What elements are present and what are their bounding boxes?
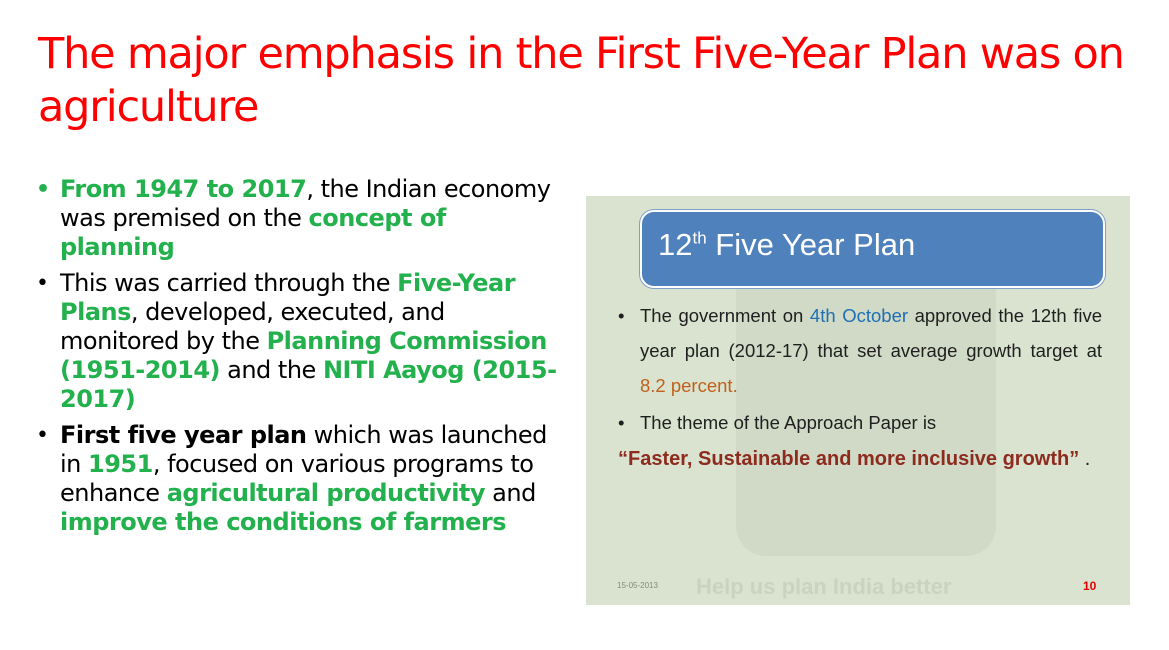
plan-date: 4th October	[809, 305, 909, 326]
plan-header-title: 12th Five Year Plan	[658, 227, 915, 263]
plan-theme-quote: “Faster, Sustainable and more inclusive …	[618, 442, 1102, 477]
header-rest: Five Year Plan	[706, 227, 916, 262]
quote-end: .	[1079, 448, 1091, 470]
bullet-list: • From 1947 to 2017, the Indian economy …	[36, 175, 561, 544]
header-superscript: th	[692, 228, 707, 248]
plan-text: The government on	[640, 305, 810, 326]
body-text: , developed, executed, and monitored by …	[60, 298, 445, 355]
body-text: This was carried through the	[60, 269, 398, 297]
page-number: 10	[1083, 579, 1097, 593]
body-text: , the Indian economy was premised on the	[60, 175, 551, 232]
bullet-marker: •	[618, 305, 625, 326]
highlight-text: 1951	[88, 450, 153, 478]
highlight-text: agricultural productivity	[166, 479, 486, 507]
body-text: which was launched in	[60, 421, 547, 478]
footer-date: 15-05-2013	[617, 581, 658, 590]
watermark-logo	[736, 256, 996, 556]
bullet-marker: •	[618, 412, 625, 433]
plan-bullet-item: • The government on 4th October approved …	[614, 298, 1102, 403]
bullet-item: • First five year plan which was launche…	[36, 421, 561, 537]
highlight-text: improve the conditions of farmers	[60, 508, 507, 536]
plan-text: approved the 12th five year plan (2012-1…	[640, 305, 1102, 361]
body-text: , focused on various programs to enhance	[60, 450, 534, 507]
plan-body: • The government on 4th October approved …	[614, 298, 1102, 477]
bullet-item: • This was carried through the Five-Year…	[36, 269, 561, 414]
quote-text: “Faster, Sustainable and more inclusive …	[618, 448, 1080, 470]
bullet-marker: •	[36, 177, 50, 202]
embedded-slide-image: Help us plan India better 12th Five Year…	[586, 196, 1130, 605]
body-text: and	[485, 479, 536, 507]
bullet-item: • From 1947 to 2017, the Indian economy …	[36, 175, 561, 262]
highlight-text: From 1947 to 2017	[60, 175, 307, 203]
body-text: and the	[220, 356, 323, 384]
plan-header-box: 12th Five Year Plan	[640, 210, 1105, 288]
highlight-text: Five-Year Plans	[60, 269, 516, 326]
bullet-marker: •	[36, 423, 49, 448]
slide-title: The major emphasis in the First Five-Yea…	[38, 29, 1125, 132]
plan-growth-rate: 8.2 percent.	[640, 375, 738, 396]
bold-text: First five year plan	[60, 421, 307, 449]
watermark-text: Help us plan India better	[696, 574, 952, 599]
bullet-marker: •	[36, 271, 49, 296]
highlight-text: NITI Aayog (2015-2017)	[60, 356, 557, 413]
plan-bullet-item: • The theme of the Approach Paper is	[614, 405, 1102, 440]
header-number: 12	[658, 227, 693, 262]
highlight-text: Planning Commission (1951-2014)	[60, 327, 547, 384]
plan-text: The theme of the Approach Paper is	[640, 412, 937, 433]
highlight-text: concept of planning	[60, 204, 446, 261]
